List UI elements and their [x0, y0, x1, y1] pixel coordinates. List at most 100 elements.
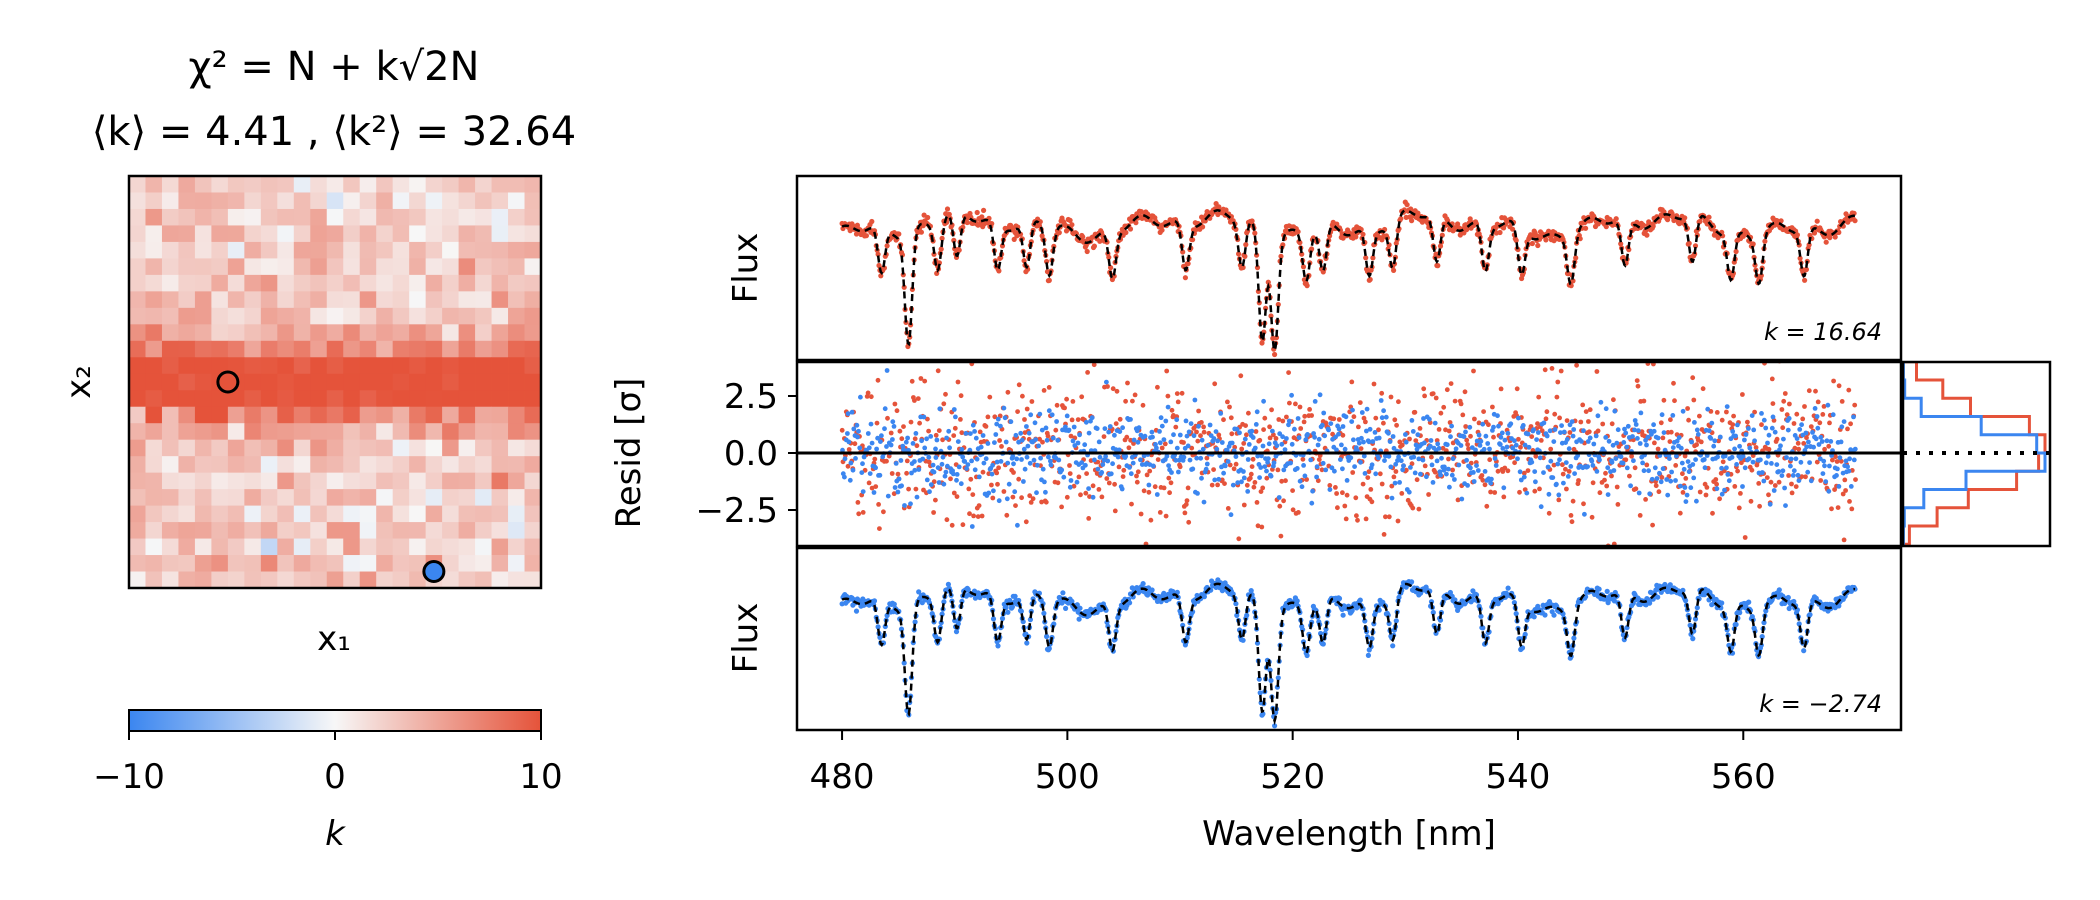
residual-point — [1414, 477, 1420, 483]
residual-point — [1101, 457, 1107, 463]
heatmap-cell — [310, 456, 328, 474]
heatmap-cell — [194, 390, 212, 408]
residual-point — [1701, 457, 1707, 462]
residual-point — [1482, 469, 1488, 474]
residual-point — [1288, 460, 1293, 466]
spectrum-point — [1063, 605, 1069, 612]
residual-point — [1314, 464, 1320, 470]
heatmap-cell — [475, 208, 492, 226]
residual-point — [1759, 411, 1764, 416]
residual-point — [1116, 464, 1122, 470]
heatmap-cell — [376, 241, 394, 259]
residual-point — [1274, 443, 1280, 449]
residual-point — [1632, 427, 1637, 433]
residual-point — [1233, 461, 1239, 467]
residual-point — [1323, 467, 1329, 473]
heatmap-cell — [310, 241, 328, 259]
residual-point — [1317, 392, 1323, 398]
heatmap-cell — [458, 192, 476, 210]
heatmap-cell — [376, 225, 394, 243]
residual-point — [895, 471, 901, 477]
heatmap-cell — [442, 538, 459, 556]
residual-point — [1520, 423, 1526, 428]
heatmap-cell — [211, 423, 229, 441]
residual-point — [912, 459, 917, 464]
residual-point — [1669, 469, 1674, 475]
spectrum-point — [1041, 610, 1047, 616]
spectrum-point — [912, 619, 918, 625]
residual-point — [1134, 473, 1139, 479]
residual-point — [1106, 480, 1112, 486]
residual-point — [1276, 495, 1282, 500]
residual-point — [1808, 424, 1814, 429]
residual-point — [1543, 416, 1549, 422]
residual-point — [1554, 481, 1559, 487]
heatmap-cell — [161, 241, 179, 259]
residual-point — [933, 455, 939, 460]
heatmap-cell — [475, 225, 492, 243]
residual-point — [1264, 475, 1270, 481]
residual-point — [943, 469, 949, 475]
spectrum-point — [1272, 723, 1278, 729]
heatmap-cell — [524, 192, 542, 210]
residual-point — [1665, 492, 1671, 498]
spectrum-point — [1240, 264, 1246, 271]
heatmap-cell — [293, 522, 311, 539]
spectrum-point — [1159, 227, 1165, 233]
heatmap-cell — [260, 439, 278, 457]
residual-point — [1099, 470, 1105, 475]
residual-point — [1736, 505, 1742, 511]
residual-point — [883, 353, 888, 358]
residual-point — [1252, 445, 1258, 451]
residual-point — [876, 502, 881, 507]
spectrum-point — [1180, 249, 1186, 255]
residual-point — [1769, 461, 1774, 466]
residual-point — [1536, 394, 1542, 400]
heatmap-cell — [343, 406, 361, 424]
residual-point — [1378, 398, 1384, 403]
residual-point — [1028, 500, 1034, 505]
heatmap-cell — [161, 274, 179, 292]
residual-point — [898, 458, 904, 463]
heatmap-cell — [145, 439, 163, 457]
residual-point — [1006, 481, 1012, 487]
residual-point — [1171, 432, 1176, 438]
residual-point — [1817, 420, 1823, 426]
residual-point — [1239, 446, 1245, 452]
residual-point — [1032, 420, 1038, 426]
spectrum-point — [1012, 593, 1018, 599]
heatmap-cell — [491, 571, 509, 589]
heatmap-cell — [425, 208, 443, 226]
residual-point — [1250, 456, 1256, 462]
residual-point — [1218, 411, 1224, 416]
heatmap-cell — [129, 324, 146, 342]
residual-point — [1658, 479, 1664, 485]
heatmap-cell — [145, 192, 163, 210]
heatmap-cell — [227, 208, 245, 226]
spectrum-point — [1295, 229, 1301, 235]
heatmap-cell — [211, 505, 229, 523]
residual-point — [1255, 523, 1261, 529]
residual-point — [1845, 426, 1850, 432]
spectrum-point — [1535, 603, 1541, 609]
heatmap-cell — [442, 340, 459, 358]
heatmap-cell — [376, 373, 394, 391]
heatmap-cell — [277, 423, 295, 441]
residual-point — [1406, 489, 1412, 495]
heatmap-cell — [277, 522, 295, 539]
residual-point — [1387, 439, 1393, 444]
heatmap-cell — [508, 357, 525, 375]
residual-point — [1635, 428, 1641, 433]
residual-point — [1429, 462, 1435, 468]
residual-point — [1249, 428, 1255, 434]
heatmap-cell — [244, 241, 262, 259]
residual-point — [878, 439, 883, 444]
residual-point — [1280, 418, 1286, 424]
residual-point — [1463, 429, 1468, 435]
residual-point — [955, 379, 961, 385]
heatmap-cell — [178, 555, 196, 572]
spectrum-point — [1056, 230, 1062, 236]
residual-point — [848, 460, 854, 466]
residual-point — [1432, 469, 1438, 475]
residual-point — [969, 524, 975, 529]
